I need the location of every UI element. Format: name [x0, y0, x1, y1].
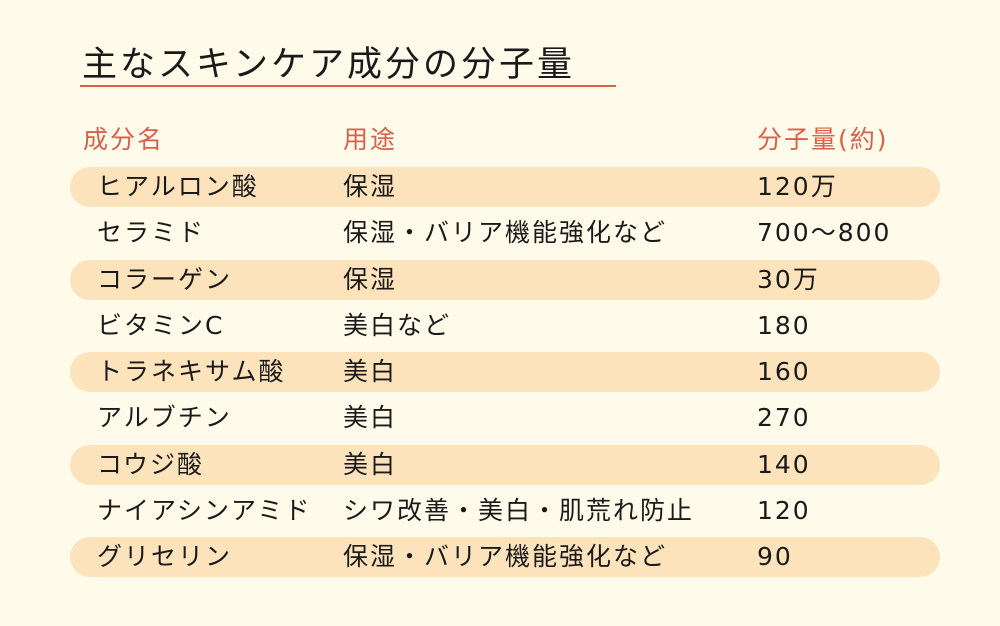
ingredient-use: 保湿・バリア機能強化など — [343, 218, 668, 247]
ingredient-name: コウジ酸 — [97, 450, 205, 479]
molecular-weight: 120 — [757, 496, 811, 525]
page-title: 主なスキンケア成分の分子量 — [82, 45, 575, 85]
table-row: ナイアシンアミド シワ改善・美白・肌荒れ防止 120 — [70, 491, 940, 531]
ingredient-name: グリセリン — [97, 542, 233, 571]
table-row: セラミド 保湿・バリア機能強化など 700〜800 — [70, 213, 940, 253]
ingredient-use: 保湿 — [343, 172, 398, 201]
ingredient-use: 保湿・バリア機能強化など — [343, 542, 668, 571]
molecular-weight: 30万 — [757, 265, 820, 294]
header-name: 成分名 — [83, 125, 165, 154]
ingredient-use: 美白 — [343, 450, 398, 479]
ingredient-use: 美白 — [343, 357, 398, 386]
ingredient-use: 保湿 — [343, 265, 398, 294]
table-row: ヒアルロン酸 保湿 120万 — [70, 167, 940, 207]
table-row: トラネキサム酸 美白 160 — [70, 352, 940, 392]
ingredient-name: アルブチン — [97, 403, 232, 432]
molecular-weight: 180 — [757, 311, 811, 340]
ingredient-use: 美白など — [343, 311, 452, 340]
table-row: アルブチン 美白 270 — [70, 398, 940, 438]
ingredient-use: 美白 — [343, 403, 398, 432]
molecular-weight: 90 — [757, 542, 793, 571]
table-row: ビタミンC 美白など 180 — [70, 306, 940, 346]
table-row: コラーゲン 保湿 30万 — [70, 260, 940, 300]
ingredient-name: ヒアルロン酸 — [97, 172, 259, 201]
header-use: 用途 — [343, 125, 398, 154]
ingredient-name: トラネキサム酸 — [97, 357, 286, 386]
table-row: コウジ酸 美白 140 — [70, 445, 940, 485]
ingredient-name: ナイアシンアミド — [97, 496, 312, 525]
ingredient-use: シワ改善・美白・肌荒れ防止 — [343, 496, 695, 525]
molecular-weight: 700〜800 — [757, 218, 892, 247]
molecular-weight: 270 — [757, 403, 811, 432]
molecular-weight: 120万 — [757, 172, 838, 201]
header-weight: 分子量(約) — [757, 125, 889, 154]
molecular-weight: 160 — [757, 357, 811, 386]
title-underline — [80, 85, 616, 87]
ingredient-name: セラミド — [97, 218, 206, 247]
ingredient-name: コラーゲン — [97, 265, 233, 294]
molecular-weight: 140 — [757, 450, 811, 479]
table-row: グリセリン 保湿・バリア機能強化など 90 — [70, 537, 940, 577]
ingredient-name: ビタミンC — [97, 311, 225, 340]
